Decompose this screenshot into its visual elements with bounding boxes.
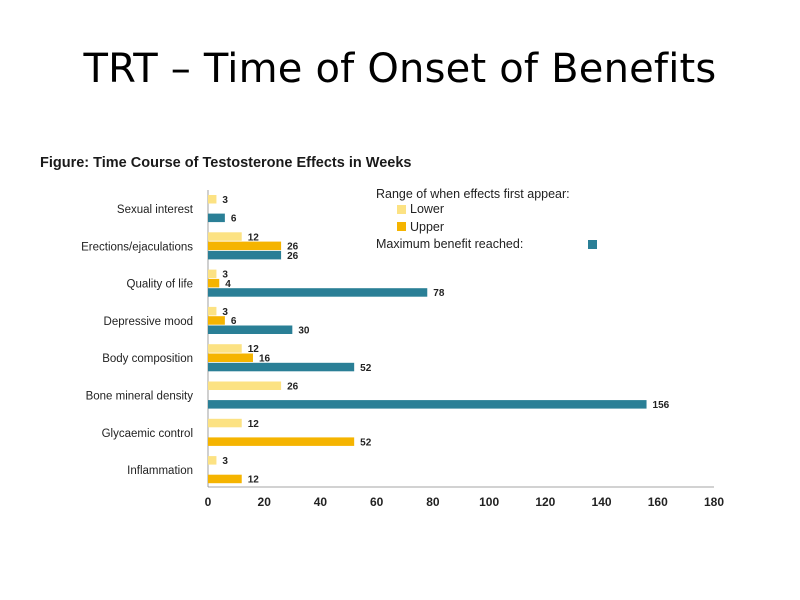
x-tick-label: 60 [370, 495, 384, 509]
legend-swatch-max [588, 240, 597, 249]
data-label: 156 [653, 400, 670, 411]
bar-maximum-benefit-reached [208, 362, 355, 372]
bar-upper [208, 437, 355, 446]
slide-title: TRT – Time of Onset of Benefits [83, 46, 717, 92]
data-label: 16 [259, 354, 271, 365]
bar-lower [208, 195, 217, 204]
bar-maximum-benefit-reached [208, 213, 225, 223]
x-tick-label: 80 [426, 495, 440, 509]
bar-lower [208, 269, 217, 279]
x-tick-label: 0 [205, 495, 212, 509]
legend-swatch-lower [397, 205, 406, 214]
x-tick-label: 20 [258, 495, 272, 509]
data-label: 78 [433, 288, 445, 299]
bar-maximum-benefit-reached [208, 325, 293, 334]
category-label: Glycaemic control [102, 428, 193, 440]
data-label: 12 [248, 419, 260, 430]
bar-upper [208, 278, 220, 288]
bar-lower [208, 418, 242, 428]
legend-heading: Range of when effects first appear: [376, 187, 570, 201]
bar-upper [208, 316, 225, 325]
category-label: Sexual interest [117, 204, 194, 216]
data-label: 3 [222, 307, 228, 318]
data-label: 26 [287, 382, 299, 393]
chart-title: Figure: Time Course of Testosterone Effe… [40, 155, 411, 171]
x-tick-label: 40 [314, 495, 328, 509]
data-label: 30 [298, 326, 310, 337]
bar-lower [208, 232, 242, 241]
data-label: 12 [248, 475, 260, 486]
category-label: Erections/ejaculations [81, 241, 193, 253]
bar-maximum-benefit-reached [208, 288, 428, 297]
bar-lower [208, 456, 217, 465]
x-tick-label: 100 [479, 495, 499, 509]
legend-swatch-upper [397, 222, 406, 231]
bar-upper [208, 474, 242, 484]
data-label: 12 [248, 344, 260, 355]
x-tick-label: 120 [535, 495, 555, 509]
category-label: Inflammation [127, 465, 193, 477]
data-label: 6 [231, 316, 237, 327]
x-tick-label: 160 [648, 495, 668, 509]
legend-label-max: Maximum benefit reached: [376, 237, 523, 251]
bar-maximum-benefit-reached [208, 250, 282, 260]
data-label: 26 [287, 251, 299, 262]
bar-upper [208, 241, 282, 251]
category-label: Depressive mood [104, 316, 193, 328]
bar-lower [208, 306, 217, 316]
x-tick-label: 140 [592, 495, 612, 509]
data-label: 4 [225, 279, 231, 290]
bar-upper [208, 353, 253, 362]
data-label: 3 [222, 195, 228, 206]
data-label: 52 [360, 363, 372, 374]
bar-lower [208, 344, 242, 353]
x-tick-label: 180 [704, 495, 724, 509]
bar-lower [208, 381, 282, 390]
data-label: 52 [360, 437, 372, 448]
data-label: 3 [222, 270, 228, 281]
data-label: 26 [287, 242, 299, 253]
category-label: Quality of life [127, 279, 193, 291]
bar-maximum-benefit-reached [208, 400, 647, 409]
plot-area: 0 20 40 60 80 100 120 140 160 180 Sexual interest 3… [81, 190, 724, 509]
data-label: 3 [222, 456, 228, 467]
data-label: 6 [231, 214, 237, 225]
legend-label-lower: Lower [410, 202, 444, 216]
legend-label-upper: Upper [410, 220, 444, 234]
data-label: 12 [248, 232, 260, 243]
category-label: Bone mineral density [86, 391, 194, 403]
category-label: Body composition [102, 353, 193, 365]
legend: Range of when effects first appear: Lowe… [376, 187, 597, 251]
